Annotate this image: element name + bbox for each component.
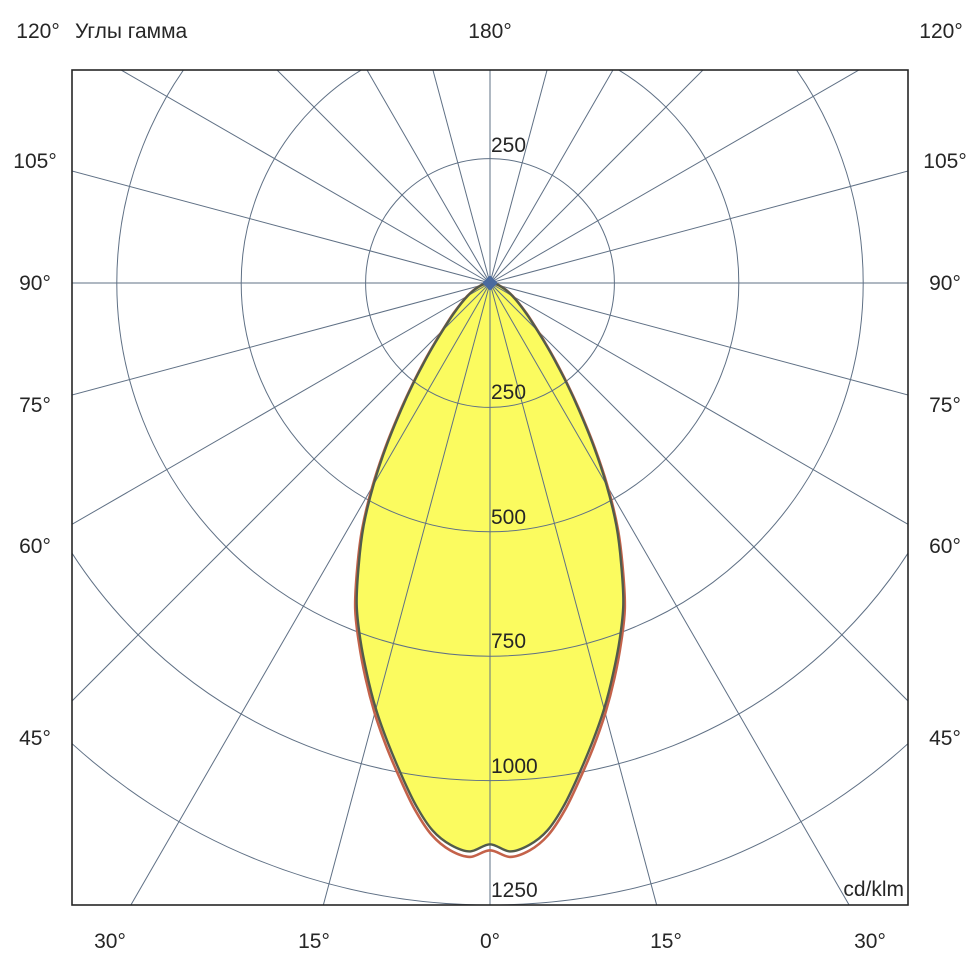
grid-spoke-30deg (489, 282, 850, 905)
grid-spoke-240deg (120, 70, 491, 284)
axis-labels: Углы гамма 120° 180° 120° 105° 105° 90° 90° 75° 7… (13, 20, 966, 953)
grid-spoke-315deg (72, 282, 491, 702)
gamma-label-bottom-30: 30° (854, 930, 886, 953)
gamma-label-top-right-120: 120° (919, 20, 962, 43)
grid-spoke-15deg (489, 282, 658, 905)
gamma-label-left-75: 75° (19, 394, 51, 417)
intensity-curve-c0 (355, 281, 625, 853)
plot-box-border (71, 69, 909, 906)
grid-spoke-60deg (489, 282, 908, 525)
grid-spoke-300deg (72, 282, 491, 525)
gamma-label-right-90: 90° (929, 272, 961, 295)
grid-spoke-135deg (489, 70, 704, 284)
gamma-label-right-60: 60° (929, 535, 961, 558)
gamma-label-left-45: 45° (19, 727, 51, 750)
radial-tick-below-750: 750 (491, 630, 526, 653)
gamma-label-right-45: 45° (929, 727, 961, 750)
chart-title: Углы гамма (75, 20, 188, 43)
gamma-label-right-105: 105° (923, 150, 966, 173)
grid-spoke-75deg (489, 282, 908, 396)
radial-tick-below-500: 500 (491, 506, 526, 529)
grid-spoke-165deg (489, 70, 548, 284)
gamma-label-left-90: 90° (19, 272, 51, 295)
grid-spoke-105deg (489, 170, 908, 284)
gamma-label-left-105: 105° (13, 150, 56, 173)
grid-spoke-255deg (72, 170, 491, 284)
grid-spoke-330deg (130, 282, 491, 905)
gamma-label-bottom-0: 0° (480, 930, 500, 953)
grid-spoke-45deg (489, 282, 908, 702)
radial-tick-below-250: 250 (491, 381, 526, 404)
grid-spoke-285deg (72, 282, 491, 396)
gamma-label-bottom-30: 30° (94, 930, 126, 953)
radial-tick-below-1000: 1000 (491, 755, 538, 778)
gamma-label-right-75: 75° (929, 394, 961, 417)
grid-spoke-120deg (489, 70, 860, 284)
radial-tick-below-1250: 1250 (491, 879, 538, 902)
gamma-label-top-left-120: 120° (16, 20, 59, 43)
radial-tick-above-250: 250 (491, 134, 526, 157)
unit-label: cd/klm (843, 878, 904, 901)
gamma-label-left-60: 60° (19, 535, 51, 558)
gamma-label-bottom-15: 15° (650, 930, 682, 953)
gamma-label-top-180: 180° (468, 20, 511, 43)
grid-spoke-345deg (322, 282, 491, 905)
grid-spoke-225deg (276, 70, 491, 284)
gamma-label-bottom-15: 15° (298, 930, 330, 953)
